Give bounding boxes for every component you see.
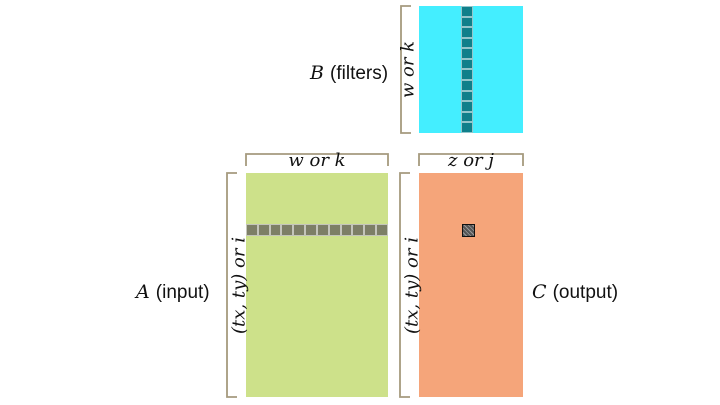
highlight-cell (461, 16, 473, 28)
highlight-cell (461, 48, 473, 59)
highlight-cell (328, 224, 341, 236)
highlight-cell (461, 58, 473, 70)
matrix-a-highlight-row (246, 224, 388, 236)
highlight-cell (461, 122, 473, 133)
highlight-cell (461, 80, 473, 91)
matrix-a-side-brace (226, 172, 237, 398)
highlight-cell (340, 224, 353, 236)
matrix-b-highlight-column (461, 6, 473, 133)
matrix-a (246, 173, 388, 397)
highlight-cell (461, 6, 473, 17)
matrix-a-top-label: w or k (288, 150, 346, 171)
highlight-cell (461, 37, 473, 49)
matrix-c-title: C (output) (532, 281, 619, 303)
highlight-cell (376, 224, 388, 236)
matrix-a-title: A (input) (136, 281, 210, 303)
highlight-cell (316, 224, 329, 236)
matrix-b-side-label: w or k (397, 40, 419, 99)
matrix-c-top-label: z or j (448, 150, 494, 171)
matrix-a-top-brace (245, 153, 389, 166)
highlight-cell (461, 27, 473, 38)
highlight-cell (281, 224, 294, 236)
highlight-cell (293, 224, 306, 236)
matrix-c (419, 173, 523, 397)
matrix-c-highlight-cell (462, 224, 475, 237)
highlight-cell (461, 111, 473, 123)
highlight-cell (461, 69, 473, 81)
highlight-cell (246, 224, 258, 236)
highlight-cell (461, 101, 473, 112)
matrix-b-title: B (filters) (310, 62, 389, 84)
matrix-b-side-brace (400, 5, 411, 134)
matrix-c-top-brace (418, 153, 524, 166)
highlight-cell (461, 90, 473, 102)
matrix-c-side-brace (399, 172, 410, 398)
highlight-cell (352, 224, 365, 236)
highlight-cell (269, 224, 282, 236)
highlight-cell (305, 224, 317, 236)
highlight-cell (257, 224, 270, 236)
highlight-cell (364, 224, 377, 236)
matrix-b (419, 6, 523, 133)
matrix-c-side-label: (tx, ty) or i (401, 237, 423, 334)
matrix-a-side-label: (tx, ty) or i (228, 237, 250, 334)
